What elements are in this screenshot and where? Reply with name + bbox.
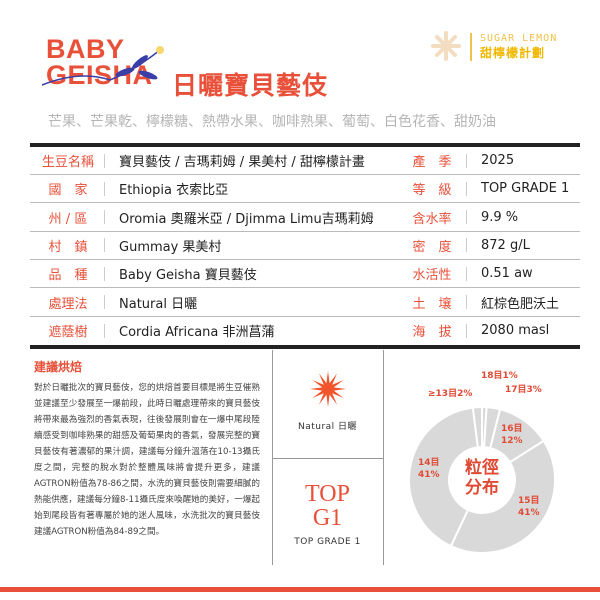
grade-big-line2: G1 bbox=[312, 505, 343, 531]
spec-label: 產 季 bbox=[412, 155, 452, 170]
divider bbox=[30, 345, 580, 349]
spec-label: 等 級 bbox=[412, 183, 452, 199]
sugar-lemon-star-icon bbox=[431, 31, 461, 61]
flavor-notes: 芒果、芒果乾、檸檬糖、熱帶水果、咖啡熟果、葡萄、白色花香、甜奶油 bbox=[48, 114, 496, 130]
pie-label-text: 17目3% bbox=[505, 385, 542, 395]
divider bbox=[104, 323, 105, 338]
spec-label: 密 度 bbox=[412, 239, 452, 255]
spec-value: 9.9 % bbox=[481, 209, 519, 225]
pie-label: 16目 12% bbox=[501, 423, 523, 447]
divider bbox=[466, 266, 467, 281]
divider bbox=[466, 238, 467, 253]
pie-labels: 18目1% 17目3% 16目 12% 15目 41% 14目 41% ≥13目2% 粒徑 分布 bbox=[380, 350, 580, 590]
spec-value: Natural 日曬 bbox=[119, 296, 198, 312]
spec-value: Gummay 果美村 bbox=[119, 239, 222, 255]
center-line1: 粒徑 bbox=[465, 458, 499, 478]
process-badge-label: Natural 日曬 bbox=[297, 422, 358, 432]
pie-label-text: ≥13目2% bbox=[428, 389, 473, 399]
pie-label-text: 14目 bbox=[418, 458, 440, 468]
sun-burst-icon bbox=[310, 371, 346, 407]
bottom-accent-bar bbox=[0, 587, 600, 592]
spec-value: 2025 bbox=[481, 153, 515, 168]
spec-row: 村 鎮 Gummay 果美村 密 度 872 g/L bbox=[30, 232, 580, 260]
pie-label: 18目1% bbox=[481, 370, 518, 382]
grade-badge: TOP G1 bbox=[272, 482, 383, 530]
divider bbox=[104, 238, 105, 253]
pie-label-text: 16目 bbox=[501, 424, 523, 434]
spec-label: 品 種 bbox=[48, 268, 88, 284]
advice-text: 對於日曬批次的寶貝藝伎，您的烘焙首要目標是將生豆催熟並建議至少發展至一爆前段，此… bbox=[34, 383, 260, 537]
divider bbox=[272, 458, 383, 459]
spec-row: 州 / 區 Oromia 奧羅米亞 / Djimma Limu吉瑪莉姆 含水率 9.9… bbox=[30, 204, 580, 232]
divider bbox=[466, 295, 467, 309]
spec-value: 紅棕色肥沃土 bbox=[481, 296, 560, 312]
page-title: 日曬寶貝藝伎 bbox=[172, 71, 329, 100]
grade-badge-label: TOP GRADE 1 bbox=[294, 537, 361, 547]
divider bbox=[104, 153, 105, 168]
leaf-branch-icon bbox=[41, 46, 164, 86]
brand-zh: 甜檸檬計劃 bbox=[480, 46, 546, 60]
pie-label: 14目 41% bbox=[418, 457, 440, 481]
spec-row: 生豆名稱 寶貝藝伎 / 吉瑪莉姆 / 果美村 / 甜檸檬計畫 產 季 2025 bbox=[30, 147, 580, 175]
divider bbox=[466, 210, 467, 225]
logo-line1: BABY bbox=[46, 34, 125, 64]
grade-big-line1: TOP bbox=[305, 481, 350, 507]
brand-en: SUGAR LEMON bbox=[480, 33, 558, 44]
spec-value: Baby Geisha 寶貝藝伎 bbox=[119, 268, 257, 284]
spec-row: 品 種 Baby Geisha 寶貝藝伎 水活性 0.51 aw bbox=[30, 260, 580, 289]
pie-label-text: 41% bbox=[418, 470, 440, 480]
divider bbox=[104, 181, 105, 196]
spec-label: 海 拔 bbox=[412, 325, 452, 341]
spec-label: 遮蔭樹 bbox=[48, 325, 88, 341]
spec-label: 村 鎮 bbox=[48, 239, 88, 255]
spec-label: 州 / 區 bbox=[48, 211, 88, 227]
spec-label: 處理法 bbox=[48, 296, 88, 312]
pie-center-label: 粒徑 分布 bbox=[457, 458, 507, 498]
spec-row: 處理法 Natural 日曬 土 壤 紅棕色肥沃土 bbox=[30, 289, 580, 317]
pie-label-text: 12% bbox=[501, 436, 523, 446]
spec-label: 生豆名稱 bbox=[41, 155, 94, 170]
spec-label: 國 家 bbox=[48, 183, 88, 199]
divider bbox=[466, 323, 467, 338]
spec-label: 含水率 bbox=[412, 211, 452, 227]
divider bbox=[30, 143, 580, 147]
divider bbox=[466, 181, 467, 196]
pie-label: ≥13目2% bbox=[428, 388, 472, 400]
pie-label-text: 41% bbox=[518, 508, 540, 518]
divider bbox=[104, 266, 105, 281]
spec-row: 國 家 Ethiopia 衣索比亞 等 級 TOP GRADE 1 bbox=[30, 175, 580, 204]
spec-label: 水活性 bbox=[412, 268, 452, 284]
pie-label-text: 15目 bbox=[518, 496, 540, 506]
spec-value: TOP GRADE 1 bbox=[481, 181, 570, 197]
spec-value: 2080 masl bbox=[481, 323, 550, 339]
divider bbox=[383, 350, 384, 565]
spec-label: 土 壤 bbox=[412, 296, 452, 312]
spec-value: 寶貝藝伎 / 吉瑪莉姆 / 果美村 / 甜檸檬計畫 bbox=[119, 155, 365, 170]
spec-table: 生豆名稱 寶貝藝伎 / 吉瑪莉姆 / 果美村 / 甜檸檬計畫 產 季 2025 國 家 E… bbox=[0, 147, 600, 345]
pie-label-text: 18目1% bbox=[481, 371, 518, 381]
spec-row: 遮蔭樹 Cordia Africana 非洲菖蒲 海 拔 2080 masl bbox=[30, 317, 580, 345]
pie-label: 17目3% bbox=[505, 384, 542, 396]
pie-label: 15目 41% bbox=[518, 495, 540, 519]
spec-value: Oromia 奧羅米亞 / Djimma Limu吉瑪莉姆 bbox=[119, 211, 374, 227]
spec-value: Cordia Africana 非洲菖蒲 bbox=[119, 325, 275, 341]
center-line2: 分布 bbox=[465, 478, 499, 498]
divider bbox=[104, 295, 105, 309]
divider bbox=[104, 210, 105, 225]
divider bbox=[466, 153, 467, 168]
spec-value: 872 g/L bbox=[481, 237, 530, 253]
divider bbox=[272, 350, 273, 565]
spec-value: 0.51 aw bbox=[481, 266, 533, 282]
spec-value: Ethiopia 衣索比亞 bbox=[119, 183, 229, 199]
particle-size-chart bbox=[408, 405, 557, 554]
brand-logo: SUGAR LEMON 甜檸檬計劃 bbox=[470, 33, 557, 61]
advice-title: 建議烘焙 bbox=[34, 360, 83, 374]
